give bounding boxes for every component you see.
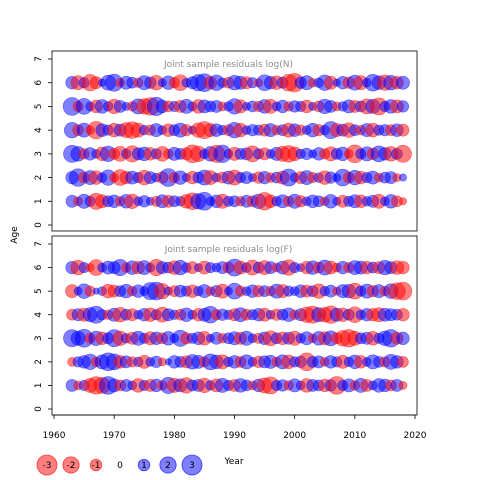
legend-label: 3 — [189, 461, 195, 471]
y-tick-label: 3 — [34, 151, 44, 157]
y-tick-label: 5 — [34, 288, 44, 294]
residual-bubble — [397, 356, 409, 368]
x-tick-label: 1980 — [163, 431, 186, 441]
y-tick-label: 6 — [34, 264, 44, 270]
y-tick-label: 7 — [34, 241, 44, 247]
legend-label: 0 — [117, 461, 123, 471]
residual-bubble — [394, 145, 412, 163]
legend-label: -2 — [67, 461, 76, 471]
y-tick-label: 1 — [34, 198, 44, 204]
legend-bubble — [137, 458, 151, 472]
legend-bubble — [89, 458, 103, 472]
chart-panels: Joint sample residuals log(N)01234567Joi… — [34, 50, 418, 416]
x-tick-label: 1970 — [103, 431, 126, 441]
y-axis-label: Age — [10, 226, 20, 244]
x-tick-label: 2010 — [343, 431, 366, 441]
x-tick-label: 2000 — [283, 431, 306, 441]
residual-bubble — [393, 281, 413, 301]
y-tick-label: 5 — [34, 104, 44, 110]
y-tick-label: 4 — [34, 127, 44, 133]
x-tick-label: 1960 — [43, 431, 66, 441]
y-tick-label: 0 — [34, 406, 44, 412]
y-tick-label: 7 — [34, 56, 44, 62]
panel-frame — [51, 50, 418, 232]
legend-label: 2 — [165, 461, 171, 471]
residual-bubble — [398, 381, 408, 390]
residual-bubble — [396, 75, 410, 90]
x-tick-label: 2020 — [404, 431, 427, 441]
panel-1: Joint sample residuals log(N) 0 1 2 3 4 5 6 7 — [34, 50, 418, 232]
x-tick-label: 1990 — [223, 431, 246, 441]
y-tick-label: 4 — [34, 312, 44, 318]
legend-label: 1 — [141, 461, 147, 471]
legend-bubble — [181, 454, 203, 476]
y-tick-label: 2 — [34, 175, 44, 181]
residual-bubble — [399, 197, 407, 206]
residual-bubble — [396, 308, 410, 322]
residual-bubble — [396, 123, 410, 137]
legend-bubble — [62, 456, 80, 474]
residual-bubble — [396, 331, 410, 345]
legend-label: -1 — [92, 461, 101, 471]
y-tick-label: 6 — [34, 80, 44, 86]
y-tick-label: 1 — [34, 383, 44, 389]
legend: -3 -2 -1 0 1 2 3 — [36, 454, 203, 476]
y-tick-label: 0 — [34, 222, 44, 228]
legend-label: -3 — [43, 461, 52, 471]
x-axis: 1960 1970 1980 1990 2000 2010 2020 — [43, 414, 427, 441]
x-axis-label: Year — [223, 457, 243, 467]
residual-bubble — [396, 260, 410, 275]
y-tick-label: 2 — [34, 359, 44, 365]
y-tick-label: 3 — [34, 335, 44, 341]
residual-bubble — [399, 173, 407, 182]
legend-bubble — [36, 454, 58, 476]
panel-2: Joint sample residuals log(F) 0 1 2 3 4 5 6 7 — [34, 235, 418, 416]
residual-bubble — [396, 100, 410, 113]
panel-title: Joint sample residuals log(N) — [163, 60, 293, 70]
legend-bubble — [159, 456, 177, 474]
panel-title: Joint sample residuals log(F) — [164, 245, 292, 255]
